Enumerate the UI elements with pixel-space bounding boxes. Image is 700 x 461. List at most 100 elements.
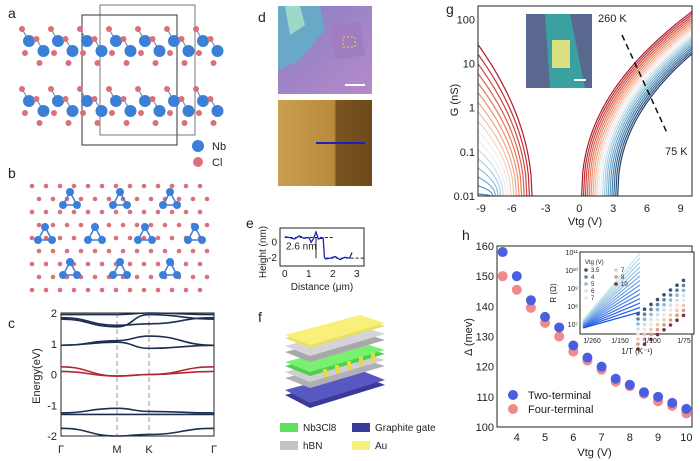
nb-atom [66, 105, 79, 117]
x-tick-label: 3 [354, 269, 360, 280]
inset-data-point [675, 288, 679, 293]
x-tick-label: 0 [576, 203, 582, 215]
cl-atom [29, 261, 35, 267]
x-tick-label: 1 [306, 269, 312, 280]
y-axis-label: Energy(eV) [31, 348, 43, 404]
cl-atom [183, 287, 189, 293]
inset-legend-label: 4 [591, 275, 595, 281]
cl-atom [176, 196, 182, 202]
inset-fit-line [582, 253, 641, 321]
conductance-curve-241K [584, 16, 692, 196]
inset-legend-marker [584, 282, 588, 286]
inset-data-point [675, 308, 679, 313]
inset-data-point [662, 323, 666, 327]
y-tick-label: 1 [51, 339, 57, 351]
data-point-two-terminal [554, 322, 565, 333]
cl-atom [167, 110, 173, 116]
panel-label-c: c [8, 315, 15, 331]
x-axis-label: Vtg (V) [577, 447, 611, 459]
inset-y-tick-label: 10⁹ [567, 286, 578, 293]
panel-label-a: a [8, 5, 16, 21]
inset-x-tick-label: 1/150 [611, 338, 629, 345]
cl-atom [80, 50, 86, 56]
y-tick-label: 0.01 [454, 191, 475, 203]
inset-data-point [675, 298, 679, 303]
inset-data-point [642, 327, 647, 332]
y-tick-label: 120 [476, 362, 494, 374]
conductance-curve-neg-163K [478, 139, 507, 196]
data-point-four-terminal [554, 331, 565, 342]
hbn-legend-label: hBN [303, 441, 322, 452]
afm-image [278, 100, 372, 186]
inset-fit-line [582, 302, 641, 328]
nb-atom [66, 188, 74, 196]
cl-atom [148, 248, 154, 254]
cl-atom [148, 274, 154, 280]
data-point-two-terminal [681, 403, 692, 414]
cl-atom [92, 274, 98, 280]
cl-atom [183, 183, 189, 189]
inset-data-point [636, 317, 640, 321]
conductance-curve-neg-114K [478, 185, 494, 196]
legend-label: Four-terminal [528, 404, 593, 416]
nb-atom [153, 45, 166, 57]
inset-data-point [642, 332, 647, 337]
inset-data-point [642, 322, 647, 327]
inset-data-point [655, 307, 660, 312]
cl-atom [152, 120, 159, 126]
crystal-structure-top-view [29, 183, 210, 293]
inset-y-tick-label: 10¹⁰ [565, 267, 578, 275]
y-tick-label: 150 [476, 271, 494, 283]
cl-atom [197, 183, 203, 189]
cl-atom [99, 183, 105, 189]
band-line [61, 312, 215, 316]
x-axis-label: Vtg (V) [568, 216, 602, 228]
inset-fit-line [582, 271, 641, 324]
cl-atom [57, 183, 63, 189]
y-tick-label: 2 [51, 308, 57, 320]
inset-data-point [649, 307, 653, 312]
cl-atom [29, 183, 35, 189]
cl-atom [85, 287, 91, 293]
cl-atom [120, 96, 127, 102]
inset-legend-marker [614, 275, 618, 279]
data-point-two-terminal [511, 271, 522, 282]
inset-data-point [655, 332, 660, 337]
conductance-curve-124K [607, 42, 692, 196]
inset-data-point [675, 293, 679, 298]
conductance-curve-133K [605, 40, 692, 196]
inset-legend-marker [614, 268, 618, 272]
panel-label-g: g [446, 1, 454, 17]
cl-atom [106, 26, 112, 32]
cl-atom [155, 235, 161, 241]
nb-atom [109, 271, 117, 279]
nb-atom [41, 223, 49, 231]
cl-atom [71, 235, 77, 241]
nb-atom [23, 95, 35, 107]
cl-atom [36, 120, 43, 126]
cl-atom [113, 287, 119, 293]
x-tick-label: 6 [644, 203, 650, 215]
nb-atom [211, 105, 224, 117]
cl-atom [65, 120, 72, 126]
nb-atom [168, 35, 180, 47]
conductance-curve-neg-172K [478, 129, 510, 196]
inset-fit-line [582, 288, 641, 326]
inset-data-point [681, 288, 686, 293]
x-tick-label: 9 [655, 432, 661, 444]
inset-data-point [642, 337, 647, 342]
nb3cl8-legend-label: Nb3Cl8 [303, 423, 337, 434]
data-point-two-terminal [610, 373, 621, 384]
graphite-legend-swatch [352, 423, 370, 432]
nb-atom [211, 45, 224, 57]
x-tick-label: 4 [514, 432, 520, 444]
inset-legend-marker [584, 275, 588, 279]
nb-atom [73, 271, 81, 279]
nb-atom [198, 236, 206, 244]
y-tick-label: -2 [47, 431, 57, 443]
nb-atom [81, 95, 93, 107]
legend-marker [508, 404, 518, 414]
data-point-two-terminal [568, 340, 579, 351]
y-tick-label: 100 [457, 14, 475, 26]
cl-atom [155, 183, 161, 189]
